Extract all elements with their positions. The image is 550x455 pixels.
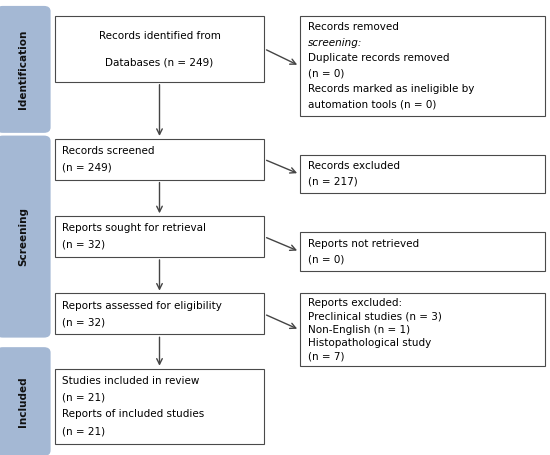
FancyBboxPatch shape [300, 16, 544, 116]
Text: Databases (n = 249): Databases (n = 249) [106, 57, 213, 67]
Text: Studies included in review: Studies included in review [62, 376, 199, 386]
Text: (n = 21): (n = 21) [62, 393, 104, 403]
FancyBboxPatch shape [300, 293, 544, 366]
Text: automation tools (n = 0): automation tools (n = 0) [308, 100, 436, 110]
FancyBboxPatch shape [55, 369, 264, 444]
Text: Non-English (n = 1): Non-English (n = 1) [308, 325, 410, 335]
FancyBboxPatch shape [300, 155, 544, 193]
FancyBboxPatch shape [0, 6, 51, 133]
Text: Reports assessed for eligibility: Reports assessed for eligibility [62, 301, 222, 311]
Text: Records marked as ineligible by: Records marked as ineligible by [308, 84, 475, 94]
Text: (n = 0): (n = 0) [308, 69, 344, 79]
FancyBboxPatch shape [0, 347, 51, 455]
FancyBboxPatch shape [55, 16, 264, 82]
Text: Histopathological study: Histopathological study [308, 338, 431, 348]
Text: Reports sought for retrieval: Reports sought for retrieval [62, 223, 206, 233]
Text: (n = 32): (n = 32) [62, 317, 104, 327]
Text: Duplicate records removed: Duplicate records removed [308, 53, 449, 63]
FancyBboxPatch shape [0, 136, 51, 338]
Text: Included: Included [18, 376, 29, 427]
Text: Reports not retrieved: Reports not retrieved [308, 239, 419, 248]
Text: Preclinical studies (n = 3): Preclinical studies (n = 3) [308, 312, 442, 322]
FancyBboxPatch shape [300, 232, 544, 271]
Text: Reports excluded:: Reports excluded: [308, 298, 402, 308]
Text: (n = 0): (n = 0) [308, 254, 344, 264]
Text: (n = 217): (n = 217) [308, 177, 358, 187]
FancyBboxPatch shape [55, 293, 264, 334]
Text: (n = 249): (n = 249) [62, 162, 111, 172]
FancyBboxPatch shape [55, 216, 264, 257]
Text: Records excluded: Records excluded [308, 162, 400, 171]
Text: Records screened: Records screened [62, 146, 154, 156]
Text: (n = 7): (n = 7) [308, 351, 344, 361]
Text: (n = 32): (n = 32) [62, 240, 104, 250]
Text: Reports of included studies: Reports of included studies [62, 410, 204, 420]
FancyBboxPatch shape [55, 139, 264, 180]
Text: Identification: Identification [18, 30, 29, 109]
Text: screening:: screening: [308, 38, 362, 48]
Text: Screening: Screening [18, 207, 29, 266]
Text: Records identified from: Records identified from [98, 31, 221, 40]
Text: (n = 21): (n = 21) [62, 426, 104, 436]
Text: Records removed: Records removed [308, 22, 402, 32]
